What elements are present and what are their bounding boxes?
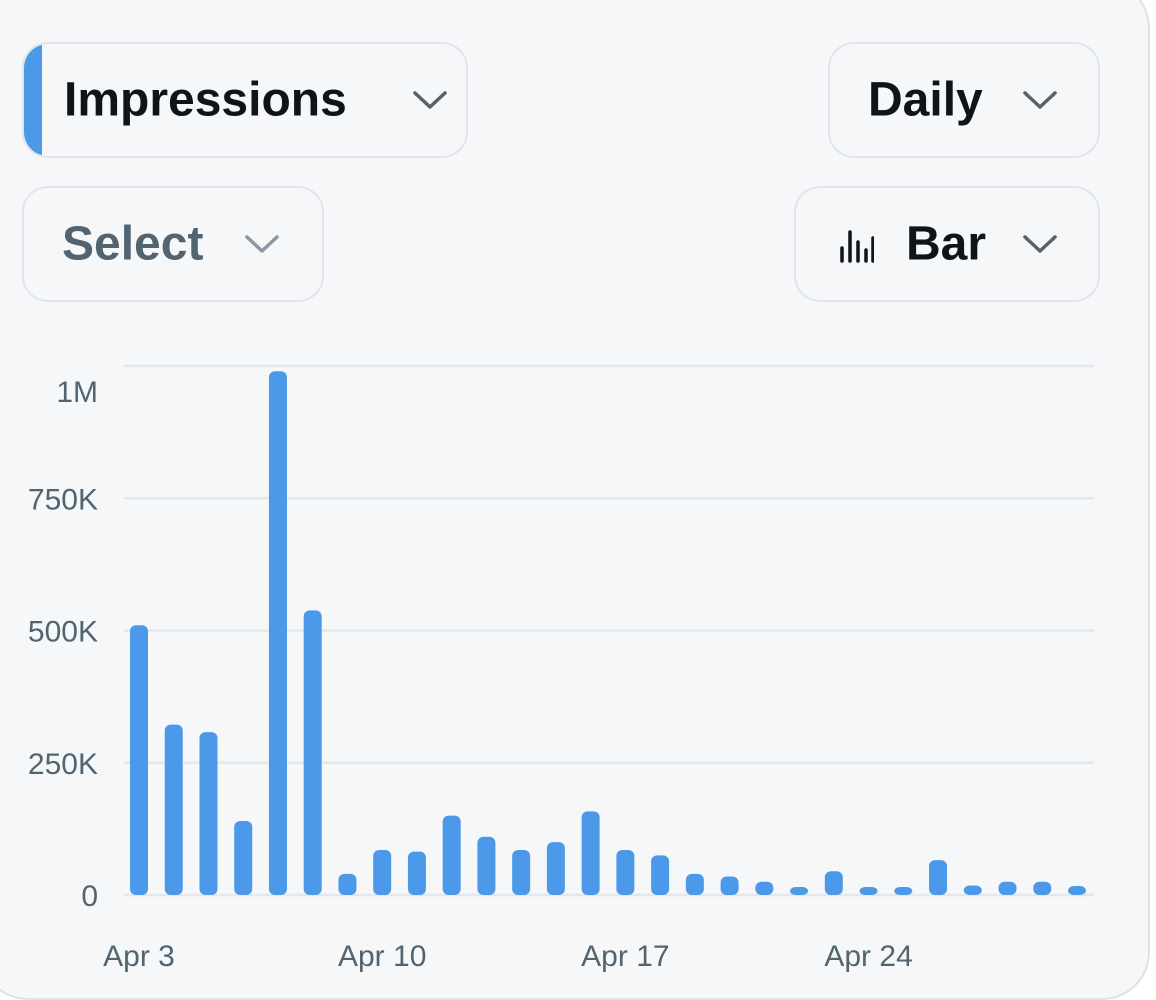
- bar-apr-9[interactable]: [338, 873, 357, 895]
- bar-apr-23[interactable]: [824, 871, 843, 895]
- x-tick-label: Apr 3: [103, 940, 175, 973]
- metric-dropdown-label: Impressions: [64, 73, 347, 127]
- bar-apr-27[interactable]: [963, 885, 982, 895]
- bar-apr-17[interactable]: [616, 850, 635, 895]
- bar-apr-14[interactable]: [512, 850, 531, 895]
- bar-apr-4[interactable]: [164, 724, 183, 895]
- chart-type-dropdown-label: Bar: [906, 217, 987, 271]
- y-tick-label: 1M: [56, 376, 98, 409]
- bar-apr-26[interactable]: [929, 860, 948, 895]
- bar-apr-11[interactable]: [407, 851, 426, 895]
- y-tick-label: 0: [81, 880, 98, 913]
- bar-apr-16[interactable]: [581, 811, 600, 895]
- bar-apr-6[interactable]: [234, 820, 253, 895]
- bar-apr-29[interactable]: [1033, 881, 1052, 895]
- compare-select-dropdown[interactable]: Select: [22, 186, 324, 302]
- bar-apr-5[interactable]: [199, 732, 218, 895]
- compare-dropdown-label: Select: [62, 217, 204, 271]
- bar-apr-8[interactable]: [303, 610, 322, 895]
- bar-apr-22[interactable]: [790, 887, 809, 895]
- bar-apr-13[interactable]: [477, 836, 496, 895]
- chevron-down-icon: [245, 235, 279, 253]
- interval-dropdown-label: Daily: [868, 73, 983, 127]
- bar-apr-20[interactable]: [720, 876, 739, 895]
- x-tick-label: Apr 17: [581, 940, 669, 973]
- bar-apr-10[interactable]: [373, 850, 392, 895]
- x-tick-label: Apr 24: [824, 940, 912, 973]
- metric-accent-bar: [24, 44, 42, 156]
- bar-apr-15[interactable]: [546, 842, 565, 895]
- bar-apr-7[interactable]: [268, 371, 287, 895]
- chevron-down-icon: [1023, 235, 1057, 253]
- bar-apr-25[interactable]: [894, 887, 913, 895]
- chart-type-dropdown[interactable]: Bar: [794, 186, 1100, 302]
- interval-dropdown[interactable]: Daily: [828, 42, 1100, 158]
- bar-chart-icon: [840, 230, 874, 263]
- bar-apr-28[interactable]: [998, 881, 1017, 895]
- y-tick-label: 750K: [28, 483, 98, 516]
- bar-apr-21[interactable]: [755, 881, 774, 895]
- bar-apr-3[interactable]: [130, 625, 148, 895]
- chevron-down-icon: [413, 91, 447, 109]
- bar-apr-19[interactable]: [685, 873, 704, 895]
- x-tick-label: Apr 10: [338, 940, 426, 973]
- y-tick-label: 500K: [28, 616, 98, 649]
- metric-dropdown[interactable]: Impressions: [22, 42, 468, 158]
- bar-apr-18[interactable]: [651, 855, 670, 895]
- chevron-down-icon: [1023, 91, 1057, 109]
- bar-apr-12[interactable]: [442, 815, 461, 895]
- y-tick-label: 250K: [28, 748, 98, 781]
- bar-apr-24[interactable]: [859, 887, 878, 895]
- bar-apr-30[interactable]: [1068, 886, 1086, 895]
